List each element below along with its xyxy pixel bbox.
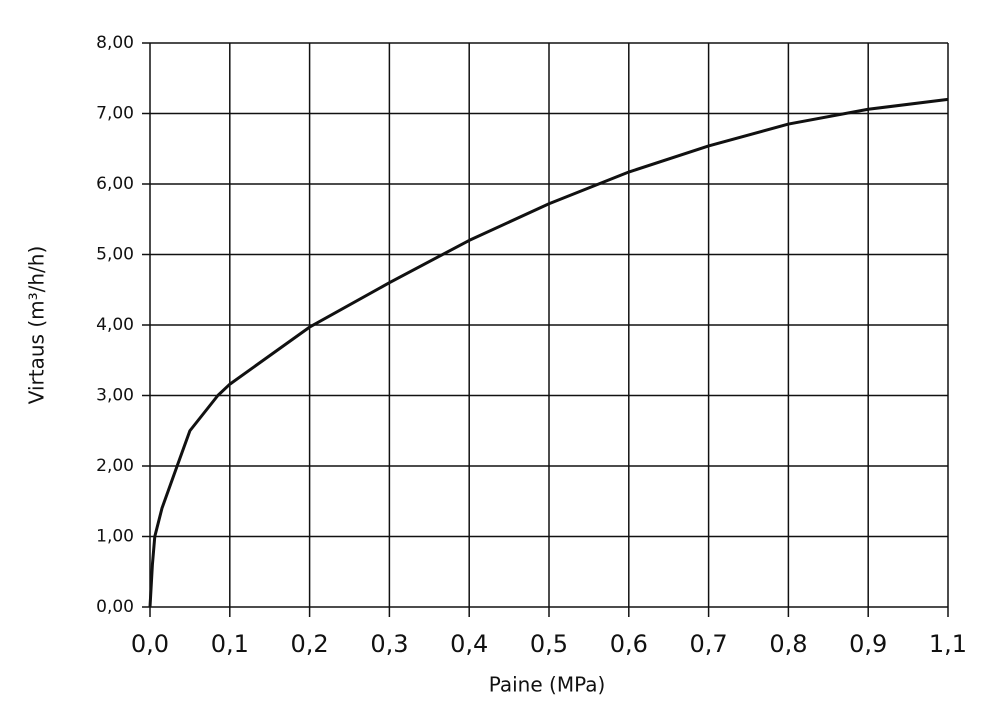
x-tick-label: 0,3 [370,630,408,658]
y-tick-label: 7,00 [96,104,134,124]
x-tick-label: 0,9 [849,630,887,658]
x-tick-label: 0,7 [690,630,728,658]
y-tick-label: 3,00 [96,386,134,406]
x-tick-label: 0,1 [211,630,249,658]
x-tick-label: 0,8 [769,630,807,658]
x-tick-label: 0,2 [291,630,329,658]
y-tick-label: 0,00 [96,597,134,617]
x-tick-label: 0,5 [530,630,568,658]
y-tick-label: 1,00 [96,527,134,547]
x-tick-label: 0,0 [131,630,169,658]
x-tick-label: 1,1 [929,630,967,658]
y-tick-label: 6,00 [96,174,134,194]
x-tick-label: 0,6 [610,630,648,658]
y-tick-label: 8,00 [96,33,134,53]
x-tick-label: 0,4 [450,630,488,658]
y-axis-label: Virtaus (m³/h/h) [25,246,49,405]
data-line [148,97,949,608]
y-tick-label: 4,00 [96,315,134,335]
y-tick-label: 2,00 [96,456,134,476]
y-tick-label: 5,00 [96,245,134,265]
x-axis-label: Paine (MPa) [489,673,606,697]
